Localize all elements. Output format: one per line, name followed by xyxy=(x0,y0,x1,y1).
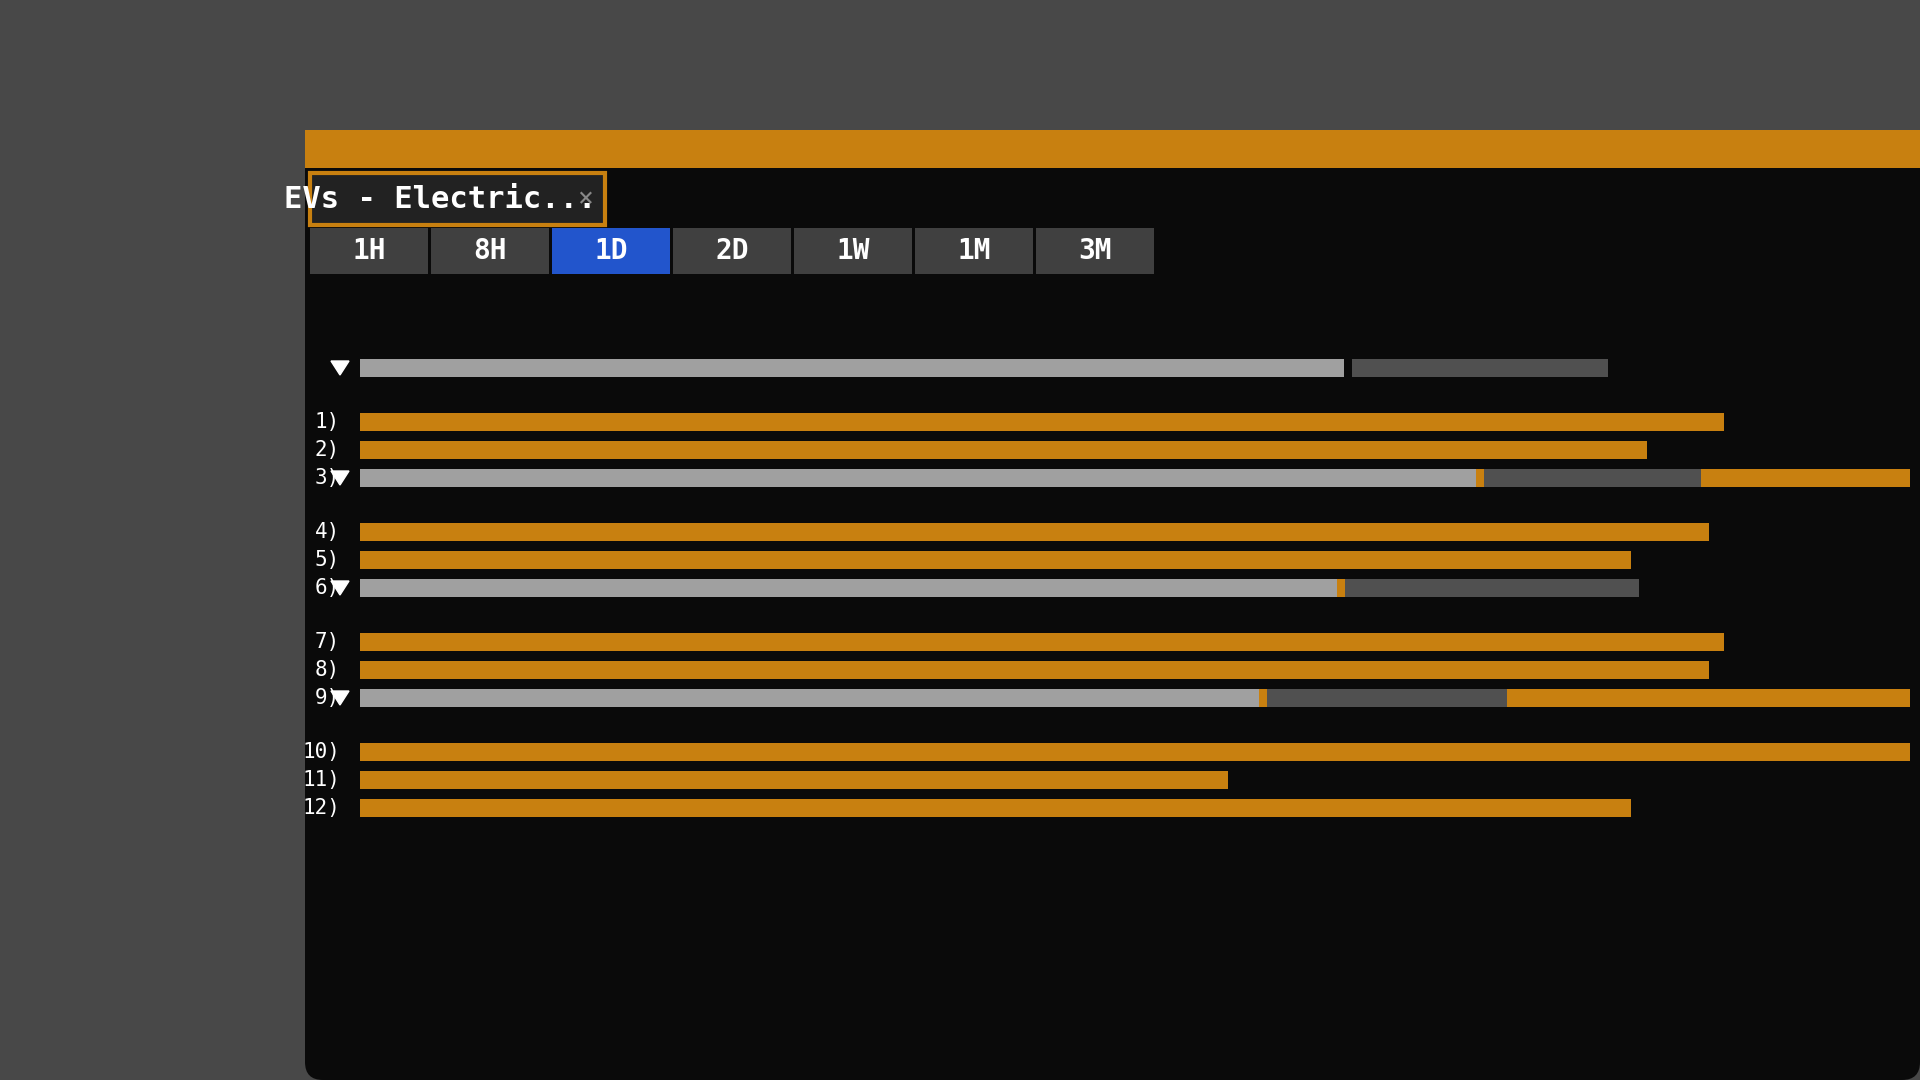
Bar xyxy=(1352,359,1609,377)
Bar xyxy=(361,523,1709,541)
Bar xyxy=(674,228,791,274)
Bar xyxy=(309,173,605,225)
Bar xyxy=(361,633,1724,651)
Bar xyxy=(916,228,1033,274)
Bar xyxy=(309,228,428,274)
Text: 5): 5) xyxy=(315,550,340,570)
Bar xyxy=(361,441,1647,459)
Bar xyxy=(361,551,1630,569)
Bar xyxy=(361,579,1492,597)
Polygon shape xyxy=(330,471,349,485)
Bar xyxy=(361,689,1260,707)
Text: EVs - Electric...: EVs - Electric... xyxy=(284,185,595,214)
Bar xyxy=(305,130,1920,168)
Bar xyxy=(361,799,1630,816)
FancyBboxPatch shape xyxy=(305,130,1920,1080)
Bar xyxy=(361,413,1724,431)
Text: 1M: 1M xyxy=(958,237,991,265)
Text: 4): 4) xyxy=(315,522,340,542)
Text: 12): 12) xyxy=(301,798,340,818)
Bar xyxy=(361,689,1910,707)
Text: 9): 9) xyxy=(315,688,340,708)
Text: 2D: 2D xyxy=(716,237,749,265)
Bar xyxy=(361,771,1229,789)
Text: 1W: 1W xyxy=(837,237,870,265)
Bar xyxy=(1484,469,1701,487)
Text: 1D: 1D xyxy=(595,237,628,265)
Bar xyxy=(361,359,1344,377)
Bar xyxy=(361,579,1336,597)
Text: 3): 3) xyxy=(315,468,340,488)
Text: 6): 6) xyxy=(315,578,340,598)
Text: 1): 1) xyxy=(315,411,340,432)
Polygon shape xyxy=(330,691,349,705)
Text: 8): 8) xyxy=(315,660,340,680)
Text: 7): 7) xyxy=(315,632,340,652)
Text: 1H: 1H xyxy=(351,237,386,265)
Bar xyxy=(430,228,549,274)
Polygon shape xyxy=(330,361,349,375)
Bar xyxy=(361,469,1476,487)
Bar xyxy=(361,743,1910,761)
Bar xyxy=(553,228,670,274)
Text: 3M: 3M xyxy=(1079,237,1112,265)
Bar xyxy=(309,173,605,225)
Bar xyxy=(1037,228,1154,274)
Bar xyxy=(361,469,1910,487)
Bar xyxy=(361,661,1709,679)
Bar xyxy=(1344,579,1640,597)
Bar xyxy=(1267,689,1507,707)
Text: 11): 11) xyxy=(301,770,340,789)
Text: 10): 10) xyxy=(301,742,340,762)
Bar xyxy=(795,228,912,274)
Polygon shape xyxy=(330,581,349,595)
Text: 8H: 8H xyxy=(472,237,507,265)
Text: ×: × xyxy=(578,186,593,212)
Text: 2): 2) xyxy=(315,440,340,460)
